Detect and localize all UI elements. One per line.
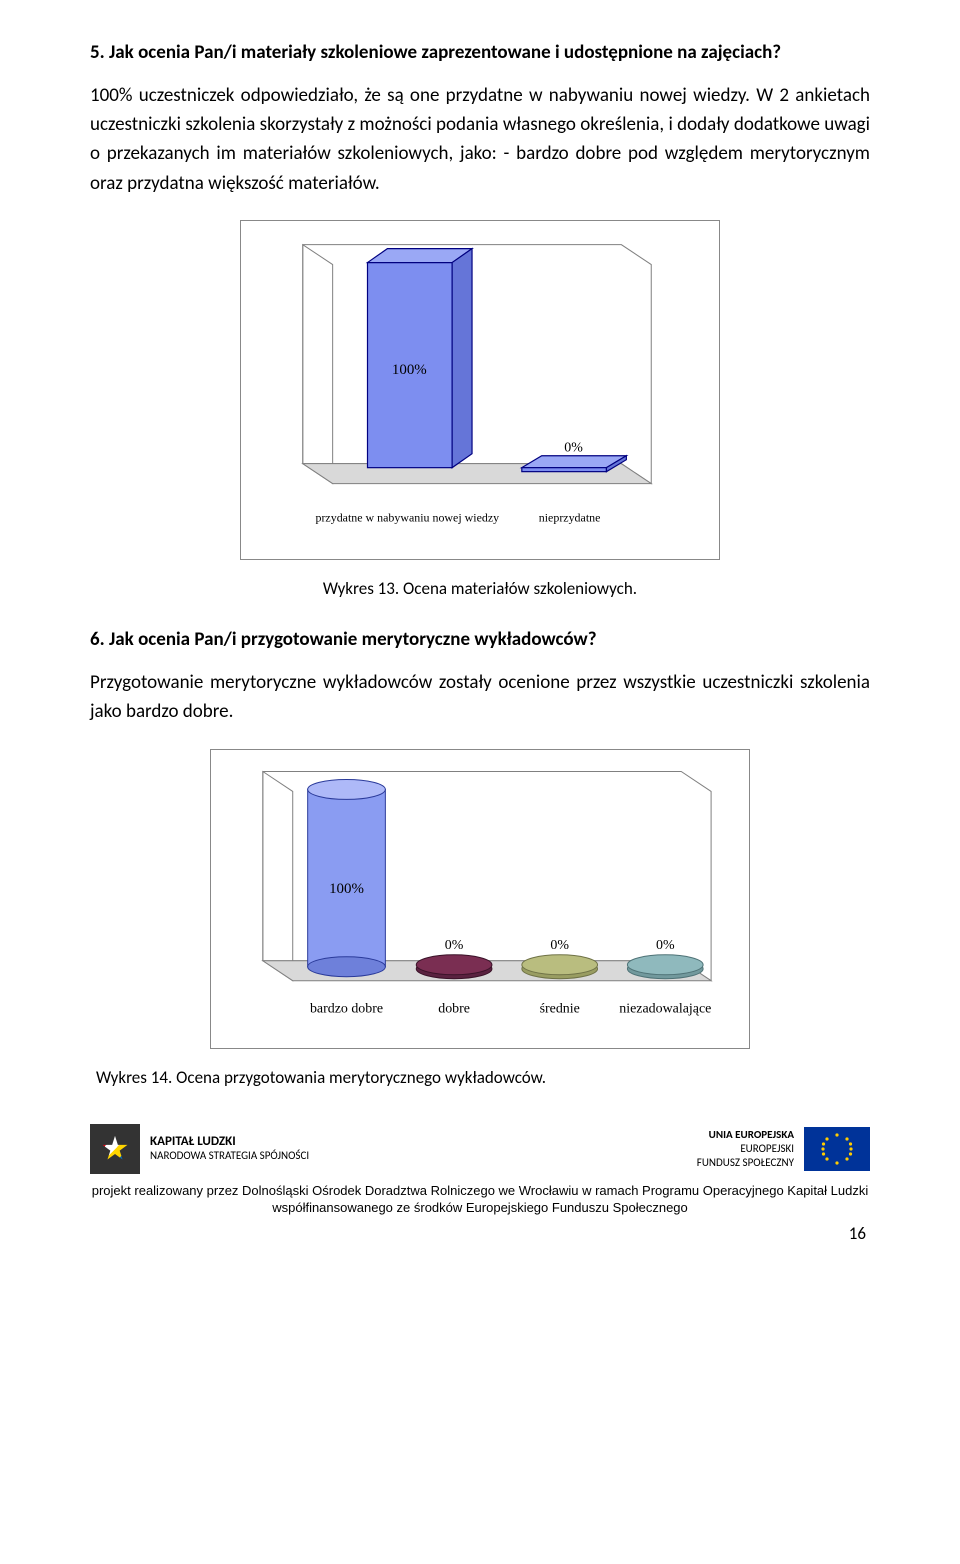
kl-title: KAPITAŁ LUDZKI — [150, 1135, 309, 1150]
kl-subtitle: NARODOWA STRATEGIA SPÓJNOŚCI — [150, 1150, 309, 1163]
eu-line3: FUNDUSZ SPOŁECZNY — [697, 1156, 794, 1170]
q5-paragraph: 100% uczestniczek odpowiedziało, że są o… — [90, 81, 870, 199]
q6-heading: 6. Jak ocenia Pan/i przygotowanie meryto… — [90, 627, 870, 654]
q5-heading: 5. Jak ocenia Pan/i materiały szkoleniow… — [90, 40, 870, 67]
caption-13: Wykres 13. Ocena materiałów szkoleniowyc… — [90, 578, 870, 599]
eu-flag-icon — [804, 1127, 870, 1171]
chart-13-svg: 100% 0% przydatne w nabywaniu nowej wied… — [253, 233, 707, 551]
chart13-val-0: 100% — [392, 362, 427, 378]
chart-14-frame: 100% 0% 0% 0% bardzo dobre dobre średnie… — [210, 749, 750, 1049]
chart14-cat-3: niezadowalające — [619, 1001, 711, 1016]
kl-star-icon — [90, 1124, 140, 1174]
chart14-cat-0: bardzo dobre — [310, 1001, 383, 1016]
chart13-cat-0: przydatne w nabywaniu nowej wiedzy — [315, 511, 499, 525]
logo-eu: UNIA EUROPEJSKA EUROPEJSKI FUNDUSZ SPOŁE… — [697, 1127, 870, 1171]
eu-line2: EUROPEJSKI — [697, 1142, 794, 1156]
page-number: 16 — [90, 1223, 870, 1244]
q6-paragraph: Przygotowanie merytoryczne wykładowców z… — [90, 668, 870, 727]
chart14-val-1: 0% — [445, 938, 464, 953]
chart-14-svg: 100% 0% 0% 0% bardzo dobre dobre średnie… — [223, 762, 737, 1040]
caption-14: Wykres 14. Ocena przygotowania merytoryc… — [96, 1067, 870, 1088]
chart14-val-3: 0% — [656, 938, 675, 953]
eu-line1: UNIA EUROPEJSKA — [697, 1128, 794, 1142]
footer-line1: projekt realizowany przez Dolnośląski Oś… — [92, 1183, 869, 1198]
footer-line2: współfinansowanego ze środków Europejski… — [272, 1200, 688, 1215]
footer-text: projekt realizowany przez Dolnośląski Oś… — [90, 1182, 870, 1217]
chart14-cat-2: średnie — [540, 1001, 580, 1016]
chart14-val-2: 0% — [550, 938, 569, 953]
chart13-cat-1: nieprzydatne — [539, 511, 601, 525]
footer-logos: KAPITAŁ LUDZKI NARODOWA STRATEGIA SPÓJNO… — [90, 1124, 870, 1174]
chart-13-frame: 100% 0% przydatne w nabywaniu nowej wied… — [240, 220, 720, 560]
logo-kapital-ludzki: KAPITAŁ LUDZKI NARODOWA STRATEGIA SPÓJNO… — [90, 1124, 309, 1174]
chart13-val-1: 0% — [564, 441, 583, 456]
chart14-val-0: 100% — [329, 881, 364, 897]
chart14-cat-1: dobre — [438, 1001, 470, 1016]
